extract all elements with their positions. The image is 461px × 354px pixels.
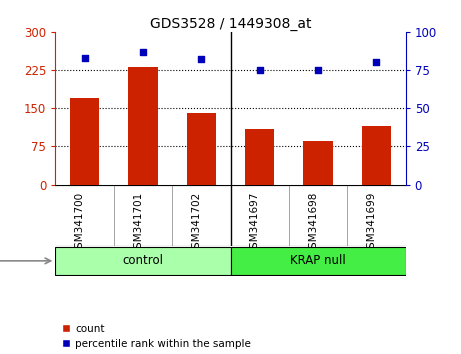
- Legend: count, percentile rank within the sample: count, percentile rank within the sample: [60, 324, 251, 349]
- Text: control: control: [123, 255, 163, 267]
- Point: [314, 67, 322, 73]
- Text: GSM341698: GSM341698: [308, 192, 318, 255]
- Bar: [245, 129, 274, 184]
- Title: GDS3528 / 1449308_at: GDS3528 / 1449308_at: [150, 17, 311, 31]
- Bar: [187, 113, 216, 184]
- Text: GSM341700: GSM341700: [75, 192, 84, 255]
- Text: GSM341701: GSM341701: [133, 192, 143, 255]
- Bar: [70, 98, 99, 184]
- Bar: [128, 68, 158, 184]
- Bar: [362, 126, 391, 184]
- Text: KRAP null: KRAP null: [290, 255, 346, 267]
- Bar: [55, 247, 230, 275]
- Point: [373, 59, 380, 65]
- Text: GSM341697: GSM341697: [250, 192, 260, 255]
- Text: GSM341702: GSM341702: [191, 192, 201, 255]
- Bar: [230, 247, 406, 275]
- Point: [81, 55, 88, 61]
- Point: [139, 49, 147, 55]
- Text: genotype/variation: genotype/variation: [0, 256, 51, 266]
- Bar: [303, 141, 333, 184]
- Point: [256, 67, 263, 73]
- Point: [198, 57, 205, 62]
- Text: GSM341699: GSM341699: [366, 192, 377, 255]
